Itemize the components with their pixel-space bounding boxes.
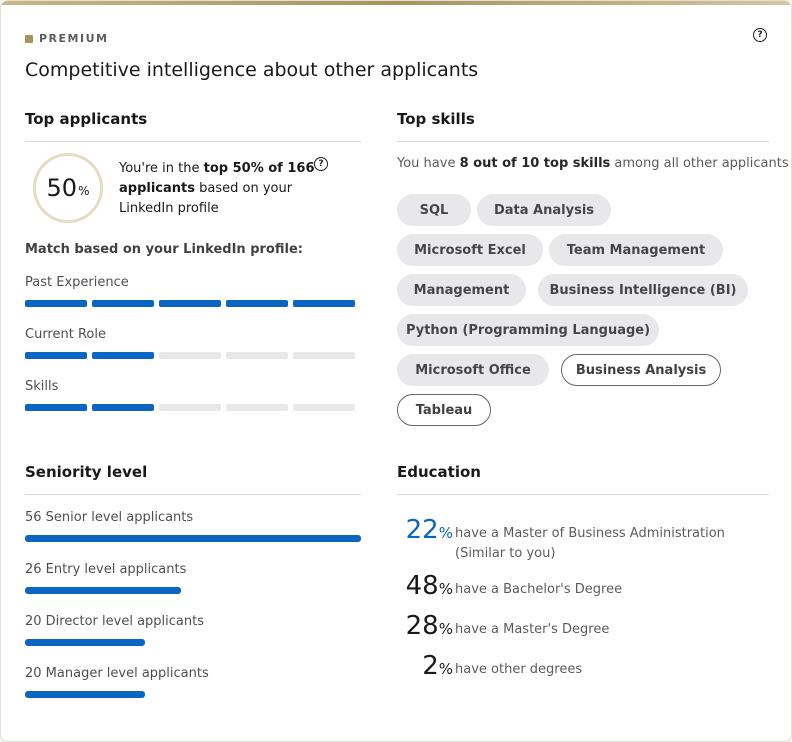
- top-skills-heading: Top skills: [397, 110, 475, 128]
- skills-summary: You have 8 out of 10 top skills among al…: [397, 156, 789, 171]
- match-strength-segment: [226, 300, 288, 307]
- seniority-label: 20 Director level applicants: [25, 614, 204, 629]
- premium-accent-bar: [1, 1, 791, 5]
- premium-icon: [25, 34, 33, 43]
- match-strength-segment: [293, 300, 355, 307]
- match-strength-segment: [293, 352, 355, 359]
- education-description: have other degrees: [455, 662, 583, 677]
- education-description: have a Master's Degree: [455, 622, 610, 637]
- skill-pill[interactable]: Microsoft Excel: [397, 234, 543, 266]
- match-strength-segment: [226, 404, 288, 411]
- seniority-label: 26 Entry level applicants: [25, 562, 187, 577]
- match-strength-segment: [293, 404, 355, 411]
- card-title: Competitive intelligence about other app…: [25, 59, 479, 81]
- education-item: 48% have a Bachelor's Degree: [397, 572, 771, 603]
- education-percent: 2%: [397, 652, 453, 683]
- skill-pill[interactable]: Tableau: [397, 394, 491, 426]
- match-strength-bar: [25, 404, 355, 411]
- percent-sign: %: [438, 660, 453, 678]
- match-strength-segment: [25, 352, 87, 359]
- premium-badge: PREMIUM: [25, 32, 108, 45]
- percent-sign: %: [438, 620, 453, 638]
- applicant-percentile-ring: 50%: [33, 153, 103, 223]
- education-heading: Education: [397, 463, 481, 481]
- skills-summary-bold: 8 out of 10 top skills: [459, 156, 611, 171]
- seniority-bar: [25, 691, 145, 698]
- education-item: 22% have a Master of Business Administrat…: [397, 516, 771, 564]
- match-strength-segment: [159, 300, 221, 307]
- divider: [397, 141, 769, 142]
- education-percent: 22%: [397, 516, 453, 547]
- match-criterion-label: Skills: [25, 379, 59, 394]
- percent-sign: %: [438, 524, 453, 542]
- seniority-heading: Seniority level: [25, 463, 148, 481]
- education-item: 2% have other degrees: [397, 652, 771, 683]
- seniority-label: 56 Senior level applicants: [25, 510, 194, 525]
- match-strength-segment: [92, 404, 154, 411]
- match-criterion-label: Current Role: [25, 327, 106, 342]
- question-circle-icon[interactable]: ?: [314, 157, 328, 171]
- top-applicants-heading: Top applicants: [25, 110, 148, 128]
- match-strength-bar: [25, 300, 355, 307]
- match-strength-segment: [92, 300, 154, 307]
- skills-summary-suffix: among all other applicants: [610, 156, 789, 171]
- skill-pill[interactable]: SQL: [397, 194, 471, 226]
- skills-summary-prefix: You have: [397, 156, 460, 171]
- match-strength-segment: [159, 404, 221, 411]
- divider: [397, 494, 769, 495]
- percent-sign: %: [78, 184, 90, 198]
- skill-pill[interactable]: Data Analysis: [477, 194, 611, 226]
- applicant-rank-text: You're in the top 50% of 166 applicants …: [119, 159, 329, 219]
- rank-bold: top 50% of 166 applicants: [119, 161, 315, 196]
- education-percent: 28%: [397, 612, 453, 643]
- match-criterion-label: Past Experience: [25, 275, 129, 290]
- divider: [25, 141, 361, 142]
- question-circle-icon[interactable]: ?: [753, 28, 767, 42]
- match-strength-bar: [25, 352, 355, 359]
- skill-pill[interactable]: Python (Programming Language): [397, 314, 659, 346]
- match-strength-segment: [92, 352, 154, 359]
- seniority-bar: [25, 587, 181, 594]
- match-strength-segment: [226, 352, 288, 359]
- skill-pill[interactable]: Team Management: [549, 234, 723, 266]
- education-percent-value: 48: [405, 571, 439, 601]
- percent-sign: %: [438, 580, 453, 598]
- match-strength-segment: [159, 352, 221, 359]
- education-percent-value: 22: [405, 515, 439, 545]
- seniority-label: 20 Manager level applicants: [25, 666, 209, 681]
- match-heading: Match based on your LinkedIn profile:: [25, 242, 303, 257]
- skill-pill[interactable]: Microsoft Office: [397, 354, 549, 386]
- premium-label: PREMIUM: [39, 32, 109, 45]
- education-percent-value: 2: [422, 651, 439, 681]
- rank-prefix: You're in the: [119, 161, 204, 176]
- education-item: 28% have a Master's Degree: [397, 612, 771, 643]
- match-strength-segment: [25, 300, 87, 307]
- skill-pill[interactable]: Management: [397, 274, 526, 306]
- education-description: have a Master of Business Administration…: [455, 526, 725, 561]
- skill-pill[interactable]: Business Analysis: [561, 354, 721, 386]
- match-strength-segment: [25, 404, 87, 411]
- skill-pill[interactable]: Business Intelligence (BI): [538, 274, 748, 306]
- education-description: have a Bachelor's Degree: [455, 582, 623, 597]
- percentile-value: 50: [46, 174, 78, 202]
- divider: [25, 494, 361, 495]
- seniority-bar: [25, 535, 361, 542]
- seniority-bar: [25, 639, 145, 646]
- rank-suffix: based on your LinkedIn profile: [119, 181, 293, 216]
- education-percent: 48%: [397, 572, 453, 603]
- education-percent-value: 28: [405, 611, 439, 641]
